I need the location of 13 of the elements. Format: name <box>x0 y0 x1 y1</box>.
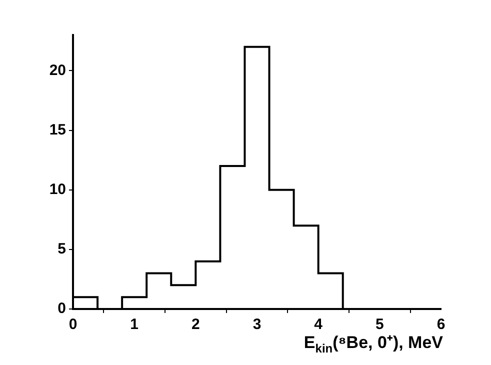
x-tick-label: 2 <box>191 316 200 334</box>
x-tick-label: 4 <box>314 316 324 334</box>
x-tick-label: 5 <box>375 316 384 334</box>
x-tick-label: 1 <box>130 316 139 334</box>
y-tick-label: 20 <box>49 62 66 79</box>
y-tick-label: 5 <box>58 240 66 258</box>
y-tick-label: 0 <box>58 300 66 318</box>
y-tick-label: 10 <box>49 181 66 198</box>
x-tick-label: 3 <box>252 316 262 334</box>
x-axis-title: E$_{kin}$(⁸Be, 0⁺), MeV <box>304 333 443 356</box>
y-tick-label: 15 <box>49 121 66 138</box>
x-tick-label: 0 <box>68 316 78 334</box>
x-tick-label: 6 <box>436 316 446 334</box>
